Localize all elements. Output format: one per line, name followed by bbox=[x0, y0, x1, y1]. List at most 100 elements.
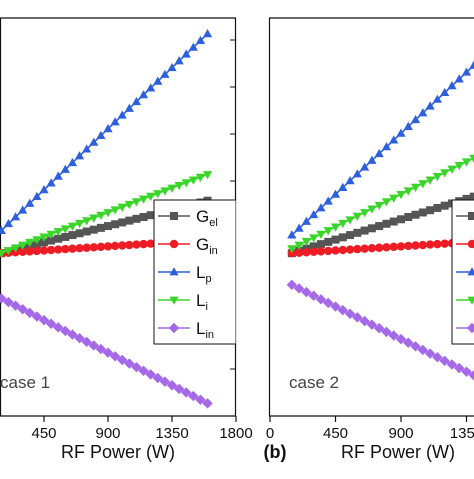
panel-2: 0 450 900 1350RF Power (W) (b) case 2 Gel Gin Lp… bbox=[264, 17, 474, 462]
data-point bbox=[410, 114, 421, 124]
data-point bbox=[389, 242, 398, 252]
data-point bbox=[167, 184, 177, 193]
x-tick-label: 900 bbox=[388, 425, 413, 442]
data-point bbox=[424, 348, 436, 359]
data-point bbox=[102, 347, 114, 358]
data-point bbox=[131, 96, 142, 106]
data-point bbox=[146, 239, 155, 248]
data-point bbox=[10, 244, 21, 253]
legend-marker bbox=[169, 267, 179, 276]
data-point bbox=[410, 341, 421, 352]
data-point bbox=[0, 293, 7, 304]
data-point bbox=[188, 390, 199, 402]
data-point bbox=[54, 234, 63, 243]
data-point bbox=[110, 117, 120, 126]
legend-label: Lp bbox=[196, 263, 212, 285]
plot-area bbox=[286, 60, 474, 381]
legend-label: Li bbox=[196, 291, 208, 313]
data-point bbox=[432, 94, 442, 103]
data-point bbox=[89, 225, 98, 234]
data-point bbox=[131, 361, 142, 373]
legend-label-subscript: in bbox=[205, 329, 214, 341]
data-point bbox=[202, 29, 213, 38]
data-point bbox=[338, 233, 347, 242]
data-point bbox=[432, 172, 442, 182]
data-point bbox=[174, 181, 184, 191]
legend-marker bbox=[169, 296, 179, 305]
data-point bbox=[308, 290, 319, 301]
data-point bbox=[95, 343, 107, 355]
data-point bbox=[338, 219, 348, 229]
legend-item-l-i: Li bbox=[456, 296, 474, 305]
data-point bbox=[53, 228, 63, 237]
data-point bbox=[96, 223, 105, 232]
data-point bbox=[433, 239, 442, 249]
data-point bbox=[89, 137, 99, 146]
data-point bbox=[404, 213, 413, 221]
data-point bbox=[45, 318, 57, 329]
data-point bbox=[469, 192, 474, 201]
data-point bbox=[25, 247, 34, 256]
data-point bbox=[89, 214, 99, 223]
data-point bbox=[316, 240, 325, 249]
data-point bbox=[353, 244, 362, 254]
data-point bbox=[160, 187, 170, 196]
data-point bbox=[374, 201, 384, 211]
data-point bbox=[447, 81, 457, 90]
data-point bbox=[124, 103, 134, 112]
data-point bbox=[403, 121, 413, 130]
data-point bbox=[323, 196, 333, 205]
data-point bbox=[360, 226, 369, 235]
data-point bbox=[396, 242, 406, 251]
data-point bbox=[425, 240, 435, 249]
data-point bbox=[382, 219, 391, 228]
data-point bbox=[345, 245, 355, 254]
data-point bbox=[446, 359, 458, 370]
data-point bbox=[195, 35, 206, 45]
data-point bbox=[316, 230, 326, 239]
data-point bbox=[3, 218, 14, 228]
data-point bbox=[396, 190, 406, 200]
data-point bbox=[54, 245, 63, 254]
data-point bbox=[287, 230, 297, 239]
data-point bbox=[96, 242, 106, 252]
data-point bbox=[352, 169, 362, 178]
data-point bbox=[74, 219, 85, 229]
data-point bbox=[159, 376, 171, 387]
data-point bbox=[360, 162, 370, 171]
data-point bbox=[67, 157, 78, 167]
data-point bbox=[82, 227, 91, 236]
data-point bbox=[125, 240, 134, 250]
data-point bbox=[353, 228, 362, 237]
legend-marker bbox=[169, 239, 179, 249]
data-point bbox=[301, 216, 311, 225]
data-point bbox=[403, 337, 414, 348]
data-point bbox=[0, 249, 6, 258]
data-point bbox=[40, 238, 48, 247]
data-point bbox=[360, 244, 369, 253]
data-point bbox=[82, 144, 92, 153]
data-point bbox=[461, 158, 472, 167]
data-point bbox=[89, 243, 98, 252]
data-point bbox=[124, 358, 135, 369]
legend-item-l-p: Lp bbox=[158, 263, 212, 285]
legend-item-g-el: Gel bbox=[456, 212, 474, 220]
data-point bbox=[110, 206, 120, 215]
data-point bbox=[3, 296, 14, 308]
legend: Gel Gin Lp Li Lin bbox=[451, 199, 474, 345]
data-point bbox=[82, 243, 91, 252]
legend-item-g-el: Gel bbox=[158, 207, 218, 229]
data-point bbox=[160, 69, 170, 78]
data-point bbox=[331, 246, 340, 255]
data-point bbox=[46, 230, 56, 239]
legend-label: Gin bbox=[196, 235, 218, 257]
data-point bbox=[153, 76, 163, 85]
data-point bbox=[74, 151, 85, 160]
data-point bbox=[53, 171, 63, 180]
data-point bbox=[139, 213, 148, 221]
legend-label-subscript: el bbox=[209, 217, 218, 229]
legend-marker bbox=[168, 322, 180, 334]
data-point bbox=[145, 369, 156, 380]
data-point bbox=[309, 209, 319, 219]
x-axis-label: RF Power (W) bbox=[341, 442, 455, 462]
